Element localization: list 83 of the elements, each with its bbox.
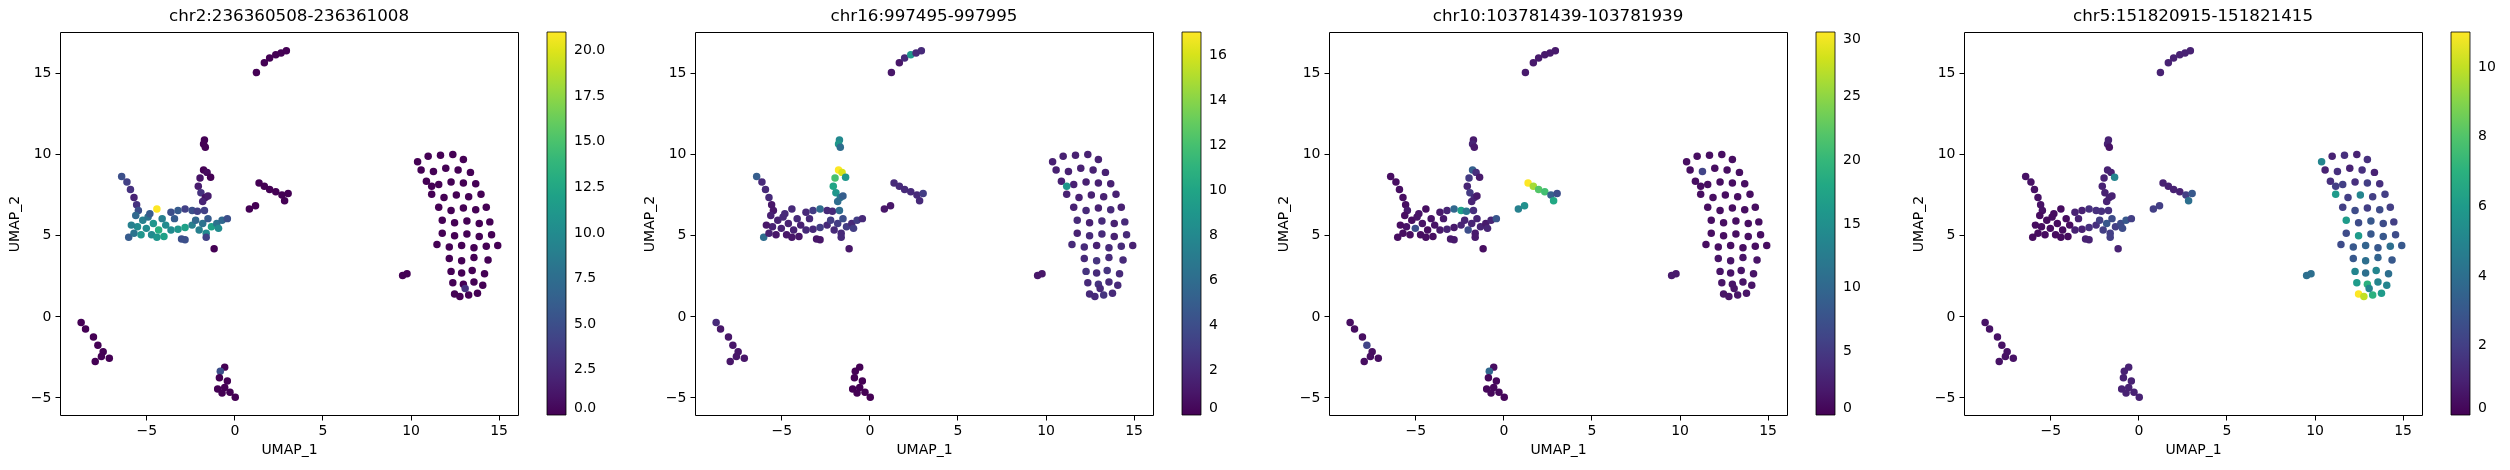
color-bar-label: 0 [1843,399,1852,415]
chart-title: chr5:151820915-151821415 [2073,5,2313,26]
color-bar-label: 16 [1209,45,1227,62]
x-tick-label: 15 [490,421,509,438]
x-tick-label: −5 [1405,421,1427,438]
y-tick-label: −5 [1934,388,1956,405]
x-axis-title: UMAP_1 [1530,440,1587,457]
color-bar-label: 8 [2478,127,2487,144]
y-tick-label: 5 [42,226,52,243]
y-tick-label: −5 [665,388,687,405]
x-tick-label: 5 [953,421,963,438]
x-tick-label: −5 [771,421,793,438]
color-bar-label: 12.5 [574,178,606,195]
y-axis-title: UMAP_2 [5,195,22,253]
y-tick-label: 0 [1946,307,1956,324]
color-bar-label: 0.0 [574,399,597,415]
color-bar-label: 6 [2478,197,2487,214]
color-bar-label: 6 [1209,270,1218,287]
color-bar-label: 2 [1209,360,1218,377]
color-bar-label: 0 [2478,399,2487,415]
y-tick-label: 0 [42,307,52,324]
color-bar-label: 20 [1843,150,1861,167]
color-bar-label: 5 [1843,342,1852,359]
y-tick-label: 5 [1946,226,1956,243]
x-tick-label: 5 [1587,421,1597,438]
color-bar-label: 15 [1843,214,1861,231]
y-tick-label: 5 [677,226,687,243]
x-tick-label: 0 [230,421,240,438]
color-bar-label: 20.0 [574,41,606,58]
y-tick-label: 0 [677,307,687,324]
color-bar-label: 2.5 [574,360,597,377]
color-bar-label: 17.5 [574,86,606,103]
color-bar-label: 10.0 [574,223,606,240]
chart-title: chr2:236360508-236361008 [169,5,409,26]
color-bar-label: 12 [1209,135,1227,152]
x-axis-title: UMAP_1 [2165,440,2222,457]
y-tick-label: 10 [1937,145,1956,162]
y-tick-label: 15 [668,64,687,81]
y-tick-label: −5 [30,388,52,405]
x-tick-label: 10 [1037,421,1055,438]
color-bar-label: 10 [1209,180,1227,197]
color-bar-label: 30 [1843,30,1861,46]
y-tick-label: −5 [1299,388,1321,405]
color-bar-label: 15.0 [574,132,606,149]
y-tick-label: 5 [1311,226,1321,243]
y-tick-label: 15 [1302,64,1321,81]
x-tick-label: 15 [2394,421,2413,438]
color-bar-label: 10 [2478,57,2496,74]
chart-title: chr16:997495-997995 [830,5,1018,26]
color-bar-label: 25 [1843,86,1861,103]
y-tick-label: 0 [1311,307,1321,324]
x-tick-label: 0 [2134,421,2144,438]
y-axis-title: UMAP_2 [640,195,657,253]
x-tick-label: −5 [136,421,158,438]
color-bar-label: 10 [1843,278,1861,295]
y-axis-title: UMAP_2 [1909,195,1926,253]
x-tick-label: 5 [2222,421,2232,438]
x-axis-title: UMAP_1 [261,440,318,457]
y-tick-label: 10 [668,145,687,162]
color-bar-label: 2 [2478,336,2487,353]
x-axis-title: UMAP_1 [896,440,953,457]
x-tick-label: 0 [1499,421,1509,438]
color-bar-label: 4 [2478,266,2487,283]
color-bar-label: 8 [1209,225,1218,242]
x-tick-label: 10 [402,421,420,438]
color-bar-label: 14 [1209,90,1227,107]
color-bar-label: 4 [1209,315,1218,332]
y-tick-label: 15 [1937,64,1956,81]
y-axis-title: UMAP_2 [1274,195,1291,253]
chart-title: chr10:103781439-103781939 [1432,5,1684,26]
color-bar-label: 0 [1209,399,1218,415]
x-tick-label: 10 [2306,421,2324,438]
y-tick-label: 15 [33,64,52,81]
x-tick-label: 5 [318,421,328,438]
color-bar-label: 5.0 [574,314,597,331]
color-bar-label: 7.5 [574,269,597,286]
x-tick-label: 0 [865,421,875,438]
y-tick-label: 10 [1302,145,1321,162]
x-tick-label: −5 [2040,421,2062,438]
y-tick-label: 10 [33,145,52,162]
x-tick-label: 15 [1759,421,1778,438]
x-tick-label: 10 [1671,421,1689,438]
x-tick-label: 15 [1125,421,1144,438]
